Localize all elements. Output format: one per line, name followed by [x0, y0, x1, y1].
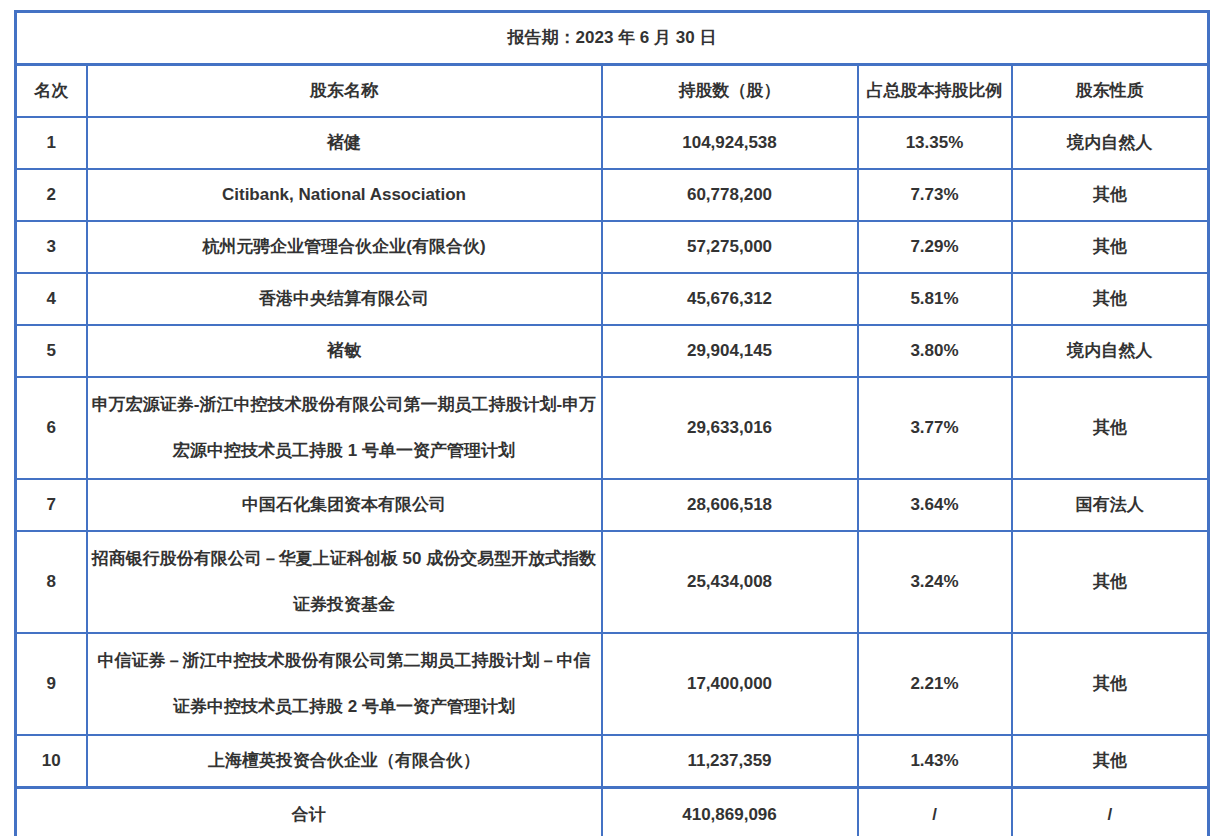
header-ratio: 占总股本持股比例 — [858, 65, 1012, 118]
report-period-row: 报告期：2023 年 6 月 30 日 — [16, 12, 1209, 65]
nature-cell: 其他 — [1012, 221, 1209, 273]
nature-cell: 其他 — [1012, 735, 1209, 788]
nature-cell: 国有法人 — [1012, 479, 1209, 531]
shares-cell: 60,778,200 — [602, 169, 858, 221]
rank-cell: 5 — [16, 325, 87, 377]
rank-cell: 7 — [16, 479, 87, 531]
name-cell: 招商银行股份有限公司－华夏上证科创板 50 成份交易型开放式指数证券投资基金 — [87, 531, 602, 633]
rank-cell: 8 — [16, 531, 87, 633]
shares-cell: 17,400,000 — [602, 633, 858, 735]
table-row: 10 上海檀英投资合伙企业（有限合伙） 11,237,359 1.43% 其他 — [16, 735, 1209, 788]
shares-cell: 57,275,000 — [602, 221, 858, 273]
shares-cell: 25,434,008 — [602, 531, 858, 633]
total-row: 合计 410,869,096 / / — [16, 788, 1209, 836]
ratio-cell: 3.80% — [858, 325, 1012, 377]
name-cell: Citibank, National Association — [87, 169, 602, 221]
name-cell: 中信证券－浙江中控技术股份有限公司第二期员工持股计划－中信证券中控技术员工持股 … — [87, 633, 602, 735]
ratio-cell: 2.21% — [858, 633, 1012, 735]
table-row: 3 杭州元骋企业管理合伙企业(有限合伙) 57,275,000 7.29% 其他 — [16, 221, 1209, 273]
nature-cell: 境内自然人 — [1012, 325, 1209, 377]
rank-cell: 3 — [16, 221, 87, 273]
table-row: 4 香港中央结算有限公司 45,676,312 5.81% 其他 — [16, 273, 1209, 325]
ratio-cell: 3.64% — [858, 479, 1012, 531]
ratio-cell: 7.29% — [858, 221, 1012, 273]
rank-cell: 6 — [16, 377, 87, 479]
table-header-row: 名次 股东名称 持股数（股） 占总股本持股比例 股东性质 — [16, 65, 1209, 118]
shares-cell: 45,676,312 — [602, 273, 858, 325]
header-rank: 名次 — [16, 65, 87, 118]
rank-cell: 10 — [16, 735, 87, 788]
shares-cell: 29,633,016 — [602, 377, 858, 479]
rank-cell: 2 — [16, 169, 87, 221]
name-cell: 杭州元骋企业管理合伙企业(有限合伙) — [87, 221, 602, 273]
rank-cell: 1 — [16, 117, 87, 169]
header-shares: 持股数（股） — [602, 65, 858, 118]
total-nature-cell: / — [1012, 788, 1209, 836]
table-row: 1 褚健 104,924,538 13.35% 境内自然人 — [16, 117, 1209, 169]
shareholders-table: 报告期：2023 年 6 月 30 日 名次 股东名称 持股数（股） 占总股本持… — [14, 10, 1210, 836]
name-cell: 申万宏源证券-浙江中控技术股份有限公司第一期员工持股计划-申万宏源中控技术员工持… — [87, 377, 602, 479]
nature-cell: 其他 — [1012, 531, 1209, 633]
name-cell: 中国石化集团资本有限公司 — [87, 479, 602, 531]
nature-cell: 其他 — [1012, 169, 1209, 221]
shares-cell: 104,924,538 — [602, 117, 858, 169]
ratio-cell: 13.35% — [858, 117, 1012, 169]
report-period-title: 报告期：2023 年 6 月 30 日 — [16, 12, 1209, 65]
shares-cell: 11,237,359 — [602, 735, 858, 788]
total-ratio-cell: / — [858, 788, 1012, 836]
table-row: 6 申万宏源证券-浙江中控技术股份有限公司第一期员工持股计划-申万宏源中控技术员… — [16, 377, 1209, 479]
ratio-cell: 5.81% — [858, 273, 1012, 325]
rank-cell: 9 — [16, 633, 87, 735]
nature-cell: 其他 — [1012, 377, 1209, 479]
shares-cell: 29,904,145 — [602, 325, 858, 377]
table-row: 2 Citibank, National Association 60,778,… — [16, 169, 1209, 221]
header-nature: 股东性质 — [1012, 65, 1209, 118]
name-cell: 褚敏 — [87, 325, 602, 377]
nature-cell: 其他 — [1012, 273, 1209, 325]
header-shareholder-name: 股东名称 — [87, 65, 602, 118]
ratio-cell: 7.73% — [858, 169, 1012, 221]
ratio-cell: 3.24% — [858, 531, 1012, 633]
table-row: 9 中信证券－浙江中控技术股份有限公司第二期员工持股计划－中信证券中控技术员工持… — [16, 633, 1209, 735]
table-row: 7 中国石化集团资本有限公司 28,606,518 3.64% 国有法人 — [16, 479, 1209, 531]
shareholder-table-container: 报告期：2023 年 6 月 30 日 名次 股东名称 持股数（股） 占总股本持… — [14, 10, 1210, 836]
name-cell: 香港中央结算有限公司 — [87, 273, 602, 325]
ratio-cell: 3.77% — [858, 377, 1012, 479]
name-cell: 上海檀英投资合伙企业（有限合伙） — [87, 735, 602, 788]
nature-cell: 境内自然人 — [1012, 117, 1209, 169]
name-cell: 褚健 — [87, 117, 602, 169]
ratio-cell: 1.43% — [858, 735, 1012, 788]
table-row: 5 褚敏 29,904,145 3.80% 境内自然人 — [16, 325, 1209, 377]
nature-cell: 其他 — [1012, 633, 1209, 735]
rank-cell: 4 — [16, 273, 87, 325]
table-row: 8 招商银行股份有限公司－华夏上证科创板 50 成份交易型开放式指数证券投资基金… — [16, 531, 1209, 633]
shares-cell: 28,606,518 — [602, 479, 858, 531]
total-label-cell: 合计 — [16, 788, 602, 836]
total-shares-cell: 410,869,096 — [602, 788, 858, 836]
